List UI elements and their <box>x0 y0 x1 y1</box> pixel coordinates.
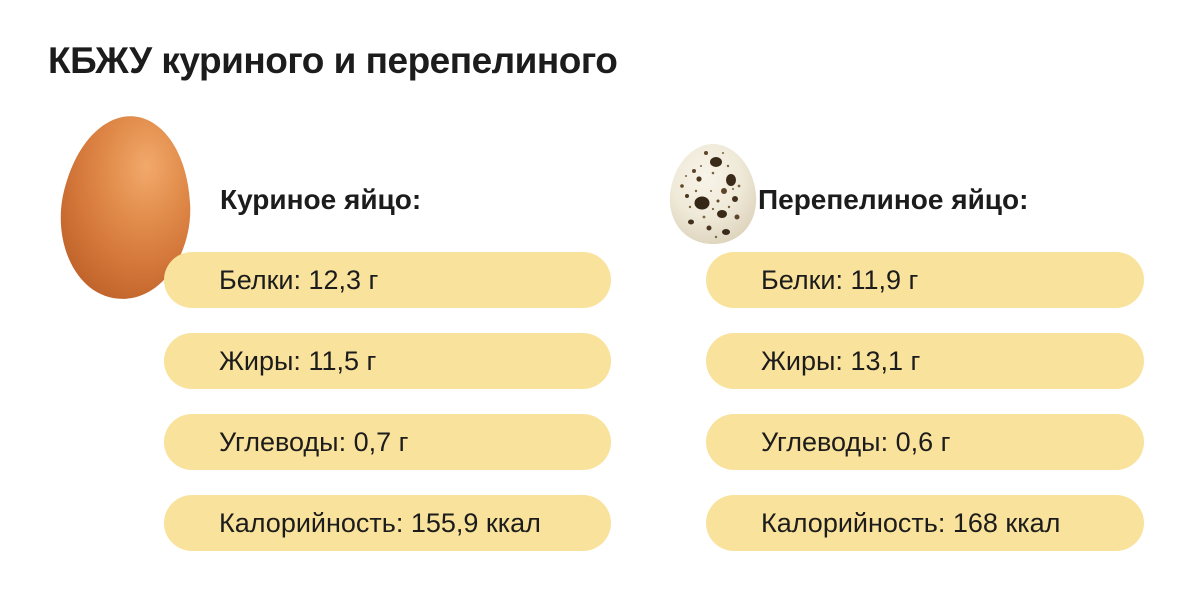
quail-carbs-label: Углеводы: 0,6 г <box>761 426 951 457</box>
chicken-fat-label: Жиры: 11,5 г <box>219 345 377 376</box>
page-title: КБЖУ куриного и перепелиного <box>48 40 618 81</box>
quail-protein-pill: Белки: 11,9 г <box>706 252 1144 308</box>
chicken-fat-pill: Жиры: 11,5 г <box>164 333 611 389</box>
chicken-calories-pill: Калорийность: 155,9 ккал <box>164 495 611 551</box>
quail-egg-pill-list: Белки: 11,9 г Жиры: 13,1 г Углеводы: 0,6… <box>706 252 1144 551</box>
quail-egg-heading: Перепелиное яйцо: <box>758 184 1029 215</box>
quail-carbs-pill: Углеводы: 0,6 г <box>706 414 1144 470</box>
chicken-carbs-label: Углеводы: 0,7 г <box>219 426 409 457</box>
quail-protein-label: Белки: 11,9 г <box>761 264 919 295</box>
quail-fat-pill: Жиры: 13,1 г <box>706 333 1144 389</box>
chicken-protein-label: Белки: 12,3 г <box>219 264 379 295</box>
chicken-egg-image <box>54 111 198 303</box>
chicken-calories-label: Калорийность: 155,9 ккал <box>219 507 541 538</box>
chicken-egg-heading: Куриное яйцо: <box>220 184 422 215</box>
chicken-egg-pill-list: Белки: 12,3 г Жиры: 11,5 г Углеводы: 0,7… <box>164 252 611 551</box>
chicken-carbs-pill: Углеводы: 0,7 г <box>164 414 611 470</box>
chicken-protein-pill: Белки: 12,3 г <box>164 252 611 308</box>
quail-calories-label: Калорийность: 168 ккал <box>761 507 1061 538</box>
quail-fat-label: Жиры: 13,1 г <box>761 345 921 376</box>
quail-calories-pill: Калорийность: 168 ккал <box>706 495 1144 551</box>
quail-egg-image <box>666 141 761 247</box>
